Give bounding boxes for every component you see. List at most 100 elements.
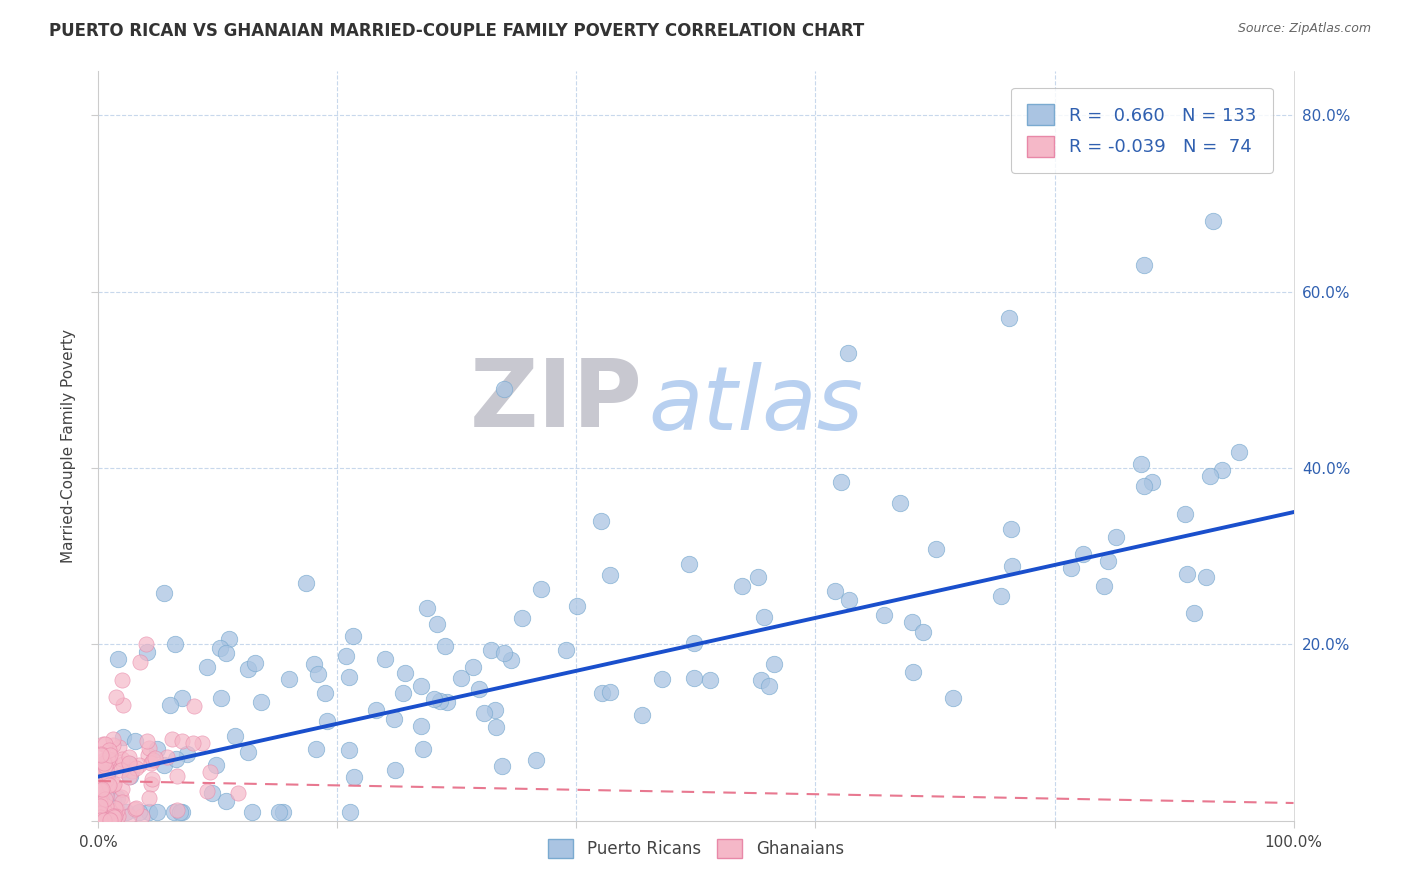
- Point: [183, 699, 205, 714]
- Point: [942, 690, 965, 705]
- Point: [278, 672, 301, 686]
- Point: [139, 777, 162, 791]
- Point: [1211, 463, 1233, 477]
- Point: [411, 719, 433, 733]
- Point: [215, 794, 238, 808]
- Point: [107, 755, 129, 769]
- Point: [169, 805, 191, 819]
- Point: [589, 514, 612, 528]
- Point: [1104, 530, 1126, 544]
- Point: [135, 645, 157, 659]
- Point: [889, 496, 911, 510]
- Point: [124, 802, 146, 816]
- Point: [110, 790, 132, 805]
- Point: [412, 741, 434, 756]
- Point: [129, 655, 152, 669]
- Point: [90, 805, 112, 820]
- Point: [124, 734, 146, 748]
- Point: [98, 813, 121, 827]
- Point: [900, 615, 922, 629]
- Point: [762, 657, 785, 672]
- Point: [128, 758, 150, 772]
- Point: [599, 567, 621, 582]
- Point: [491, 758, 513, 772]
- Point: [111, 673, 134, 687]
- Point: [651, 672, 673, 686]
- Point: [131, 809, 153, 823]
- Point: [93, 807, 115, 822]
- Point: [90, 769, 112, 783]
- Point: [215, 646, 238, 660]
- Point: [90, 747, 112, 761]
- Point: [731, 579, 754, 593]
- Point: [374, 652, 396, 666]
- Point: [104, 801, 127, 815]
- Point: [118, 756, 141, 771]
- Point: [90, 782, 112, 797]
- Point: [105, 803, 128, 817]
- Point: [107, 809, 129, 823]
- Point: [89, 796, 111, 810]
- Point: [90, 759, 112, 773]
- Point: [97, 813, 120, 827]
- Point: [903, 665, 925, 679]
- Text: PUERTO RICAN VS GHANAIAN MARRIED-COUPLE FAMILY POVERTY CORRELATION CHART: PUERTO RICAN VS GHANAIAN MARRIED-COUPLE …: [49, 22, 865, 40]
- Point: [181, 736, 204, 750]
- Point: [195, 660, 218, 674]
- Point: [872, 608, 894, 623]
- Point: [461, 659, 484, 673]
- Point: [335, 648, 357, 663]
- Point: [156, 750, 179, 764]
- Point: [91, 795, 114, 809]
- Point: [90, 787, 112, 801]
- Point: [89, 810, 111, 824]
- Point: [747, 570, 769, 584]
- Point: [758, 679, 780, 693]
- Point: [384, 764, 406, 778]
- Point: [450, 671, 472, 685]
- Point: [170, 805, 193, 819]
- Point: [89, 805, 111, 820]
- Point: [101, 794, 124, 808]
- Point: [200, 765, 222, 780]
- Point: [224, 729, 246, 743]
- Point: [90, 783, 112, 797]
- Point: [423, 691, 446, 706]
- Point: [555, 642, 578, 657]
- Point: [90, 783, 112, 797]
- Point: [90, 761, 112, 775]
- Point: [94, 756, 117, 771]
- Point: [111, 752, 134, 766]
- Point: [135, 637, 157, 651]
- Point: [209, 691, 232, 706]
- Point: [837, 346, 859, 360]
- Point: [111, 795, 134, 809]
- Point: [103, 810, 125, 824]
- Point: [118, 770, 141, 784]
- Point: [145, 742, 167, 756]
- Point: [197, 784, 219, 798]
- Point: [510, 610, 533, 624]
- Point: [98, 752, 121, 766]
- Point: [176, 747, 198, 761]
- Point: [96, 811, 118, 825]
- Y-axis label: Married-Couple Family Poverty: Married-Couple Family Poverty: [60, 329, 76, 563]
- Point: [682, 671, 704, 685]
- Point: [93, 813, 115, 827]
- Point: [139, 756, 162, 770]
- Point: [93, 753, 115, 767]
- Point: [101, 778, 124, 792]
- Point: [111, 757, 134, 772]
- Point: [98, 743, 121, 757]
- Point: [111, 731, 134, 745]
- Point: [209, 640, 232, 655]
- Point: [90, 781, 112, 796]
- Point: [170, 690, 193, 705]
- Point: [481, 642, 503, 657]
- Point: [97, 778, 120, 792]
- Point: [1133, 258, 1156, 272]
- Point: [94, 809, 117, 823]
- Point: [107, 740, 129, 755]
- Point: [89, 811, 111, 825]
- Point: [429, 693, 451, 707]
